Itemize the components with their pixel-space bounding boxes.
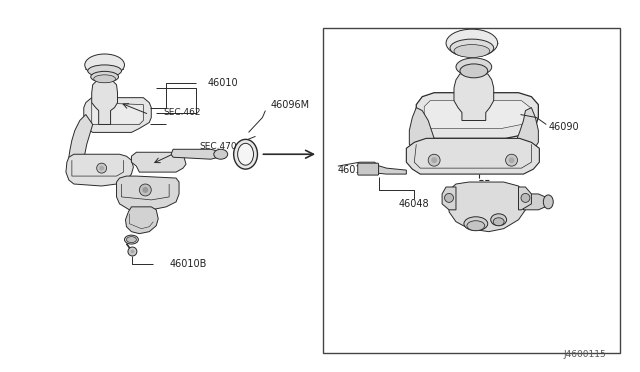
- Polygon shape: [416, 93, 538, 138]
- Ellipse shape: [234, 140, 257, 169]
- Ellipse shape: [543, 195, 553, 209]
- Polygon shape: [372, 165, 406, 174]
- Polygon shape: [449, 182, 525, 232]
- Polygon shape: [410, 108, 439, 156]
- Polygon shape: [84, 98, 151, 132]
- Ellipse shape: [493, 218, 504, 226]
- Ellipse shape: [84, 54, 124, 76]
- Circle shape: [445, 193, 454, 202]
- Text: 46048: 46048: [399, 199, 429, 209]
- Circle shape: [140, 184, 151, 196]
- Ellipse shape: [127, 237, 136, 243]
- Polygon shape: [116, 176, 179, 212]
- Text: 46010B: 46010B: [169, 259, 207, 269]
- Ellipse shape: [491, 214, 507, 226]
- Ellipse shape: [91, 71, 118, 82]
- Ellipse shape: [464, 217, 488, 231]
- FancyBboxPatch shape: [358, 163, 378, 175]
- Ellipse shape: [214, 149, 228, 159]
- Text: 46010: 46010: [338, 165, 369, 175]
- Ellipse shape: [460, 64, 488, 78]
- Circle shape: [431, 157, 437, 163]
- Circle shape: [99, 166, 104, 171]
- Circle shape: [428, 154, 440, 166]
- Ellipse shape: [93, 75, 116, 83]
- Text: 46090: 46090: [548, 122, 579, 132]
- Text: SEC.470: SEC.470: [199, 142, 237, 151]
- Polygon shape: [454, 74, 493, 121]
- Polygon shape: [171, 149, 221, 159]
- Polygon shape: [66, 154, 133, 186]
- Ellipse shape: [124, 235, 138, 244]
- Circle shape: [506, 154, 518, 166]
- Polygon shape: [69, 115, 93, 164]
- Circle shape: [131, 250, 134, 253]
- Ellipse shape: [237, 143, 253, 165]
- Polygon shape: [125, 207, 158, 234]
- Polygon shape: [424, 101, 531, 128]
- Circle shape: [97, 163, 107, 173]
- Circle shape: [521, 193, 530, 202]
- Bar: [323, 28, 620, 353]
- Polygon shape: [442, 187, 456, 210]
- Polygon shape: [513, 108, 538, 154]
- Circle shape: [142, 187, 148, 193]
- Ellipse shape: [446, 29, 498, 57]
- Polygon shape: [518, 187, 531, 210]
- Text: 46010: 46010: [207, 78, 238, 88]
- Polygon shape: [524, 194, 548, 210]
- Ellipse shape: [450, 39, 493, 57]
- Circle shape: [128, 247, 137, 256]
- Ellipse shape: [88, 65, 122, 77]
- Circle shape: [509, 157, 515, 163]
- Polygon shape: [92, 80, 118, 125]
- Text: J4600115: J4600115: [563, 350, 606, 359]
- Ellipse shape: [454, 45, 490, 57]
- Ellipse shape: [467, 221, 484, 231]
- Text: SEC.462: SEC.462: [163, 108, 201, 117]
- Ellipse shape: [456, 58, 492, 76]
- Polygon shape: [406, 138, 540, 174]
- Text: 46096M: 46096M: [270, 100, 310, 110]
- Polygon shape: [93, 104, 142, 124]
- Polygon shape: [131, 152, 186, 172]
